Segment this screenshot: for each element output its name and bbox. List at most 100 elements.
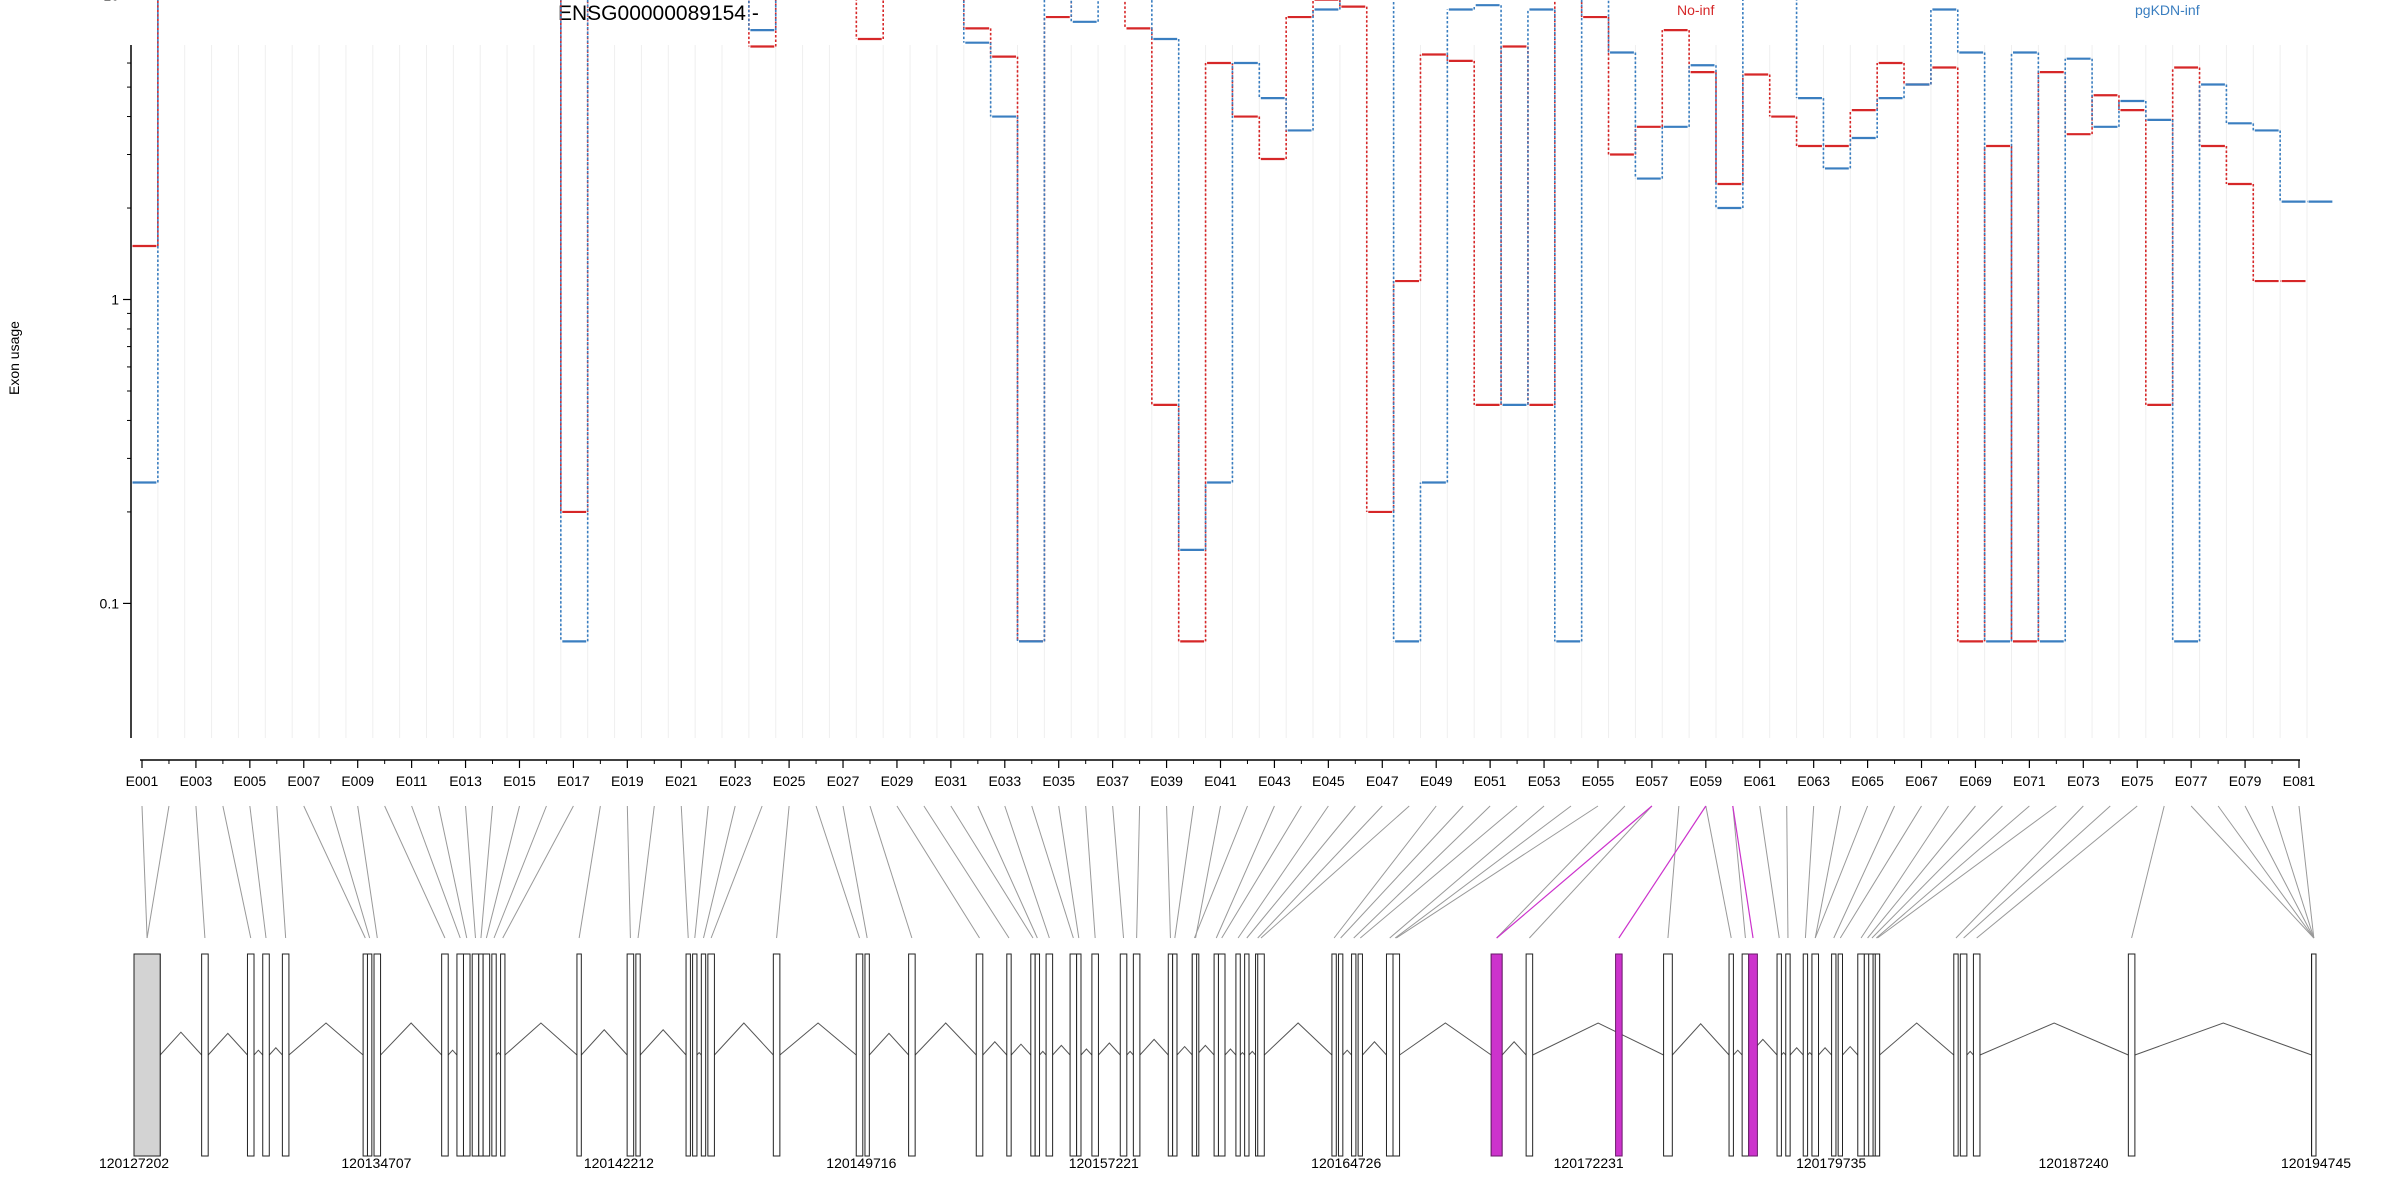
exon-box <box>1837 953 1844 1157</box>
exon-box <box>635 953 641 1157</box>
exon-box <box>908 953 916 1157</box>
exon-link-line <box>438 805 468 939</box>
exon-link-line <box>710 805 763 939</box>
exon-box <box>626 953 635 1157</box>
exon-link-line <box>1867 805 1976 939</box>
exon-box <box>1776 953 1782 1157</box>
exon-label: E071 <box>2013 773 2046 789</box>
exon-link-line <box>1814 805 1842 939</box>
exon-link-line <box>1833 805 1896 939</box>
exon-box <box>262 953 270 1157</box>
genomic-coordinate-label: 120134707 <box>341 1155 411 1171</box>
exon-box <box>975 953 984 1157</box>
intron-line <box>288 1022 364 1056</box>
exon-box <box>1959 953 1968 1157</box>
exon-link-line <box>1166 805 1171 939</box>
exon-link-line <box>2131 805 2165 939</box>
intron-line <box>2134 1022 2312 1056</box>
exon-link-line <box>384 805 446 939</box>
exon-link-line <box>1353 805 1491 939</box>
exon-box <box>462 953 471 1157</box>
exon-box <box>1857 953 1865 1157</box>
exon-box <box>1351 953 1357 1157</box>
exon-box <box>1235 953 1241 1157</box>
intron-line <box>1098 1042 1121 1056</box>
intron-line <box>1239 1051 1246 1056</box>
exon-box <box>1091 953 1099 1157</box>
exon-link-line <box>276 805 287 939</box>
exon-label: E057 <box>1636 773 1669 789</box>
exon-link-line <box>1759 805 1780 939</box>
intron-line <box>696 1051 702 1056</box>
exon-link-line <box>2298 805 2315 939</box>
exon-box <box>1385 953 1394 1157</box>
exon-box <box>1257 953 1265 1157</box>
intron-line <box>639 1029 687 1056</box>
exon-link-line <box>1085 805 1096 939</box>
exon-label: E059 <box>1689 773 1722 789</box>
exon-box <box>576 953 582 1157</box>
intron-line <box>1224 1048 1237 1056</box>
exon-link-line <box>1193 805 1248 939</box>
exon-label: E037 <box>1096 773 1129 789</box>
exon-box <box>478 953 484 1157</box>
intron-line <box>868 1032 909 1056</box>
intron-line <box>447 1049 458 1056</box>
exon-label: E005 <box>233 773 266 789</box>
exon-box <box>246 953 255 1157</box>
intron-line <box>207 1032 248 1056</box>
exon-link-line <box>842 805 868 939</box>
exon-link-line <box>694 805 709 939</box>
legend-pgkdn-inf: pgKDN-inf <box>2135 2 2200 18</box>
exon-link-line <box>1340 805 1464 939</box>
intron-lines <box>159 1022 2312 1056</box>
intron-line <box>580 1029 628 1056</box>
exon-label: E043 <box>1258 773 1291 789</box>
exon-link-line <box>1786 805 1789 939</box>
exon-box <box>1525 953 1534 1157</box>
exon-box <box>1030 953 1036 1157</box>
exon-label: E013 <box>449 773 482 789</box>
exon-link-line <box>815 805 860 939</box>
exon-box <box>1337 953 1344 1157</box>
exon-box <box>500 953 506 1157</box>
genomic-coordinate-label: 120179735 <box>1796 1155 1866 1171</box>
genomic-coordinate-label: 120172231 <box>1554 1155 1624 1171</box>
intron-line <box>1176 1045 1193 1056</box>
exon-label: E035 <box>1042 773 1075 789</box>
highlighted-exon-box <box>1615 953 1623 1157</box>
exon-box <box>864 953 870 1157</box>
exon-label: E025 <box>773 773 806 789</box>
genomic-coordinate-label: 120187240 <box>2039 1155 2109 1171</box>
genomic-coordinate-label: 120149716 <box>826 1155 896 1171</box>
exon-box <box>1034 953 1041 1157</box>
exon-box <box>1167 953 1174 1157</box>
exon-link-line <box>1732 805 1746 939</box>
exon-link-line <box>480 805 494 939</box>
exon-label: E053 <box>1528 773 1561 789</box>
intron-line <box>1979 1022 2129 1056</box>
exon-label: E031 <box>935 773 968 789</box>
exon-link-line <box>2190 805 2315 939</box>
exon-box <box>2311 953 2317 1157</box>
intron-line <box>1733 1049 1743 1056</box>
exon-label: E009 <box>341 773 374 789</box>
exon-box <box>1006 953 1012 1157</box>
exon-link-line <box>330 805 371 939</box>
exon-link-line <box>950 805 1034 939</box>
exon-link-line <box>465 805 476 939</box>
exon-link-line <box>1237 805 1329 939</box>
exon-box <box>1119 953 1128 1157</box>
exon-box <box>366 953 373 1157</box>
exon-label: E011 <box>396 773 428 789</box>
exon-label: E049 <box>1420 773 1453 789</box>
intron-line <box>1010 1043 1032 1056</box>
intron-line <box>1263 1022 1333 1056</box>
exon-link-line <box>626 805 631 939</box>
exon-box <box>1331 953 1337 1157</box>
exon-label: E039 <box>1150 773 1183 789</box>
exon-box <box>456 953 464 1157</box>
exon-label: E003 <box>180 773 213 789</box>
